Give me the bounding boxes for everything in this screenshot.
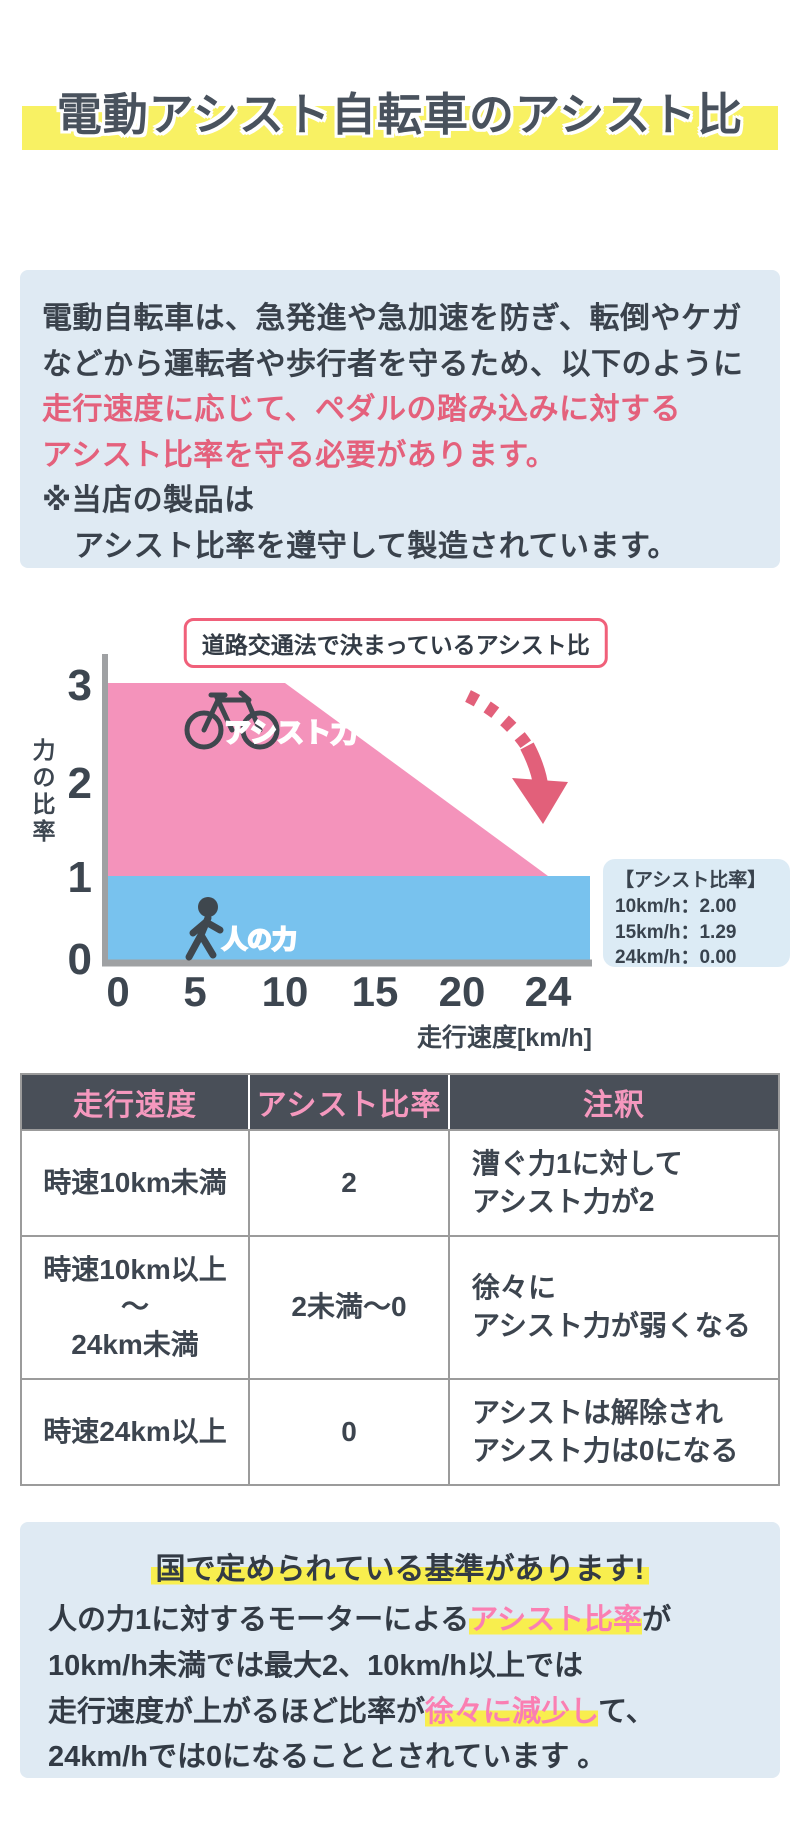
x-tick-5: 5 bbox=[183, 968, 206, 1015]
intro-line-pink: アシスト比率を守る必要があります。 bbox=[42, 438, 557, 472]
y-axis-label: 力 の 比 率 bbox=[33, 737, 56, 844]
chart-canvas: 3 2 1 0 力 の 比 率 0 5 10 15 20 24 走行速度[km/… bbox=[33, 654, 592, 1052]
x-axis-label: 走行速度[km/h] bbox=[417, 1023, 592, 1052]
regulation-line: 人の力1に対するモーターによるアシスト比率が bbox=[48, 1598, 752, 1644]
table-header-note: 注釈 bbox=[450, 1075, 778, 1129]
y-tick-2: 2 bbox=[68, 759, 92, 808]
decrease-arrow-icon bbox=[465, 690, 568, 824]
regulation-line: 10km/h未満では最大2、10km/h以上では bbox=[48, 1649, 584, 1682]
regulation-line: 走行速度が上がるほど比率が徐々に減少して、 bbox=[48, 1690, 752, 1736]
table-cell-note: 漕ぐ力1に対して アシスト力が2 bbox=[450, 1129, 778, 1235]
human-area-label: 人の力 bbox=[222, 926, 297, 954]
assist-ratio-chart: 道路交通法で決まっているアシスト比 3 2 1 0 力 の 比 率 0 5 10… bbox=[0, 606, 800, 1073]
bicycle-icon bbox=[184, 690, 280, 750]
regulation-body: 人の力1に対するモーターによるアシスト比率が 10km/h未満では最大2、10k… bbox=[48, 1598, 752, 1781]
x-tick-15: 15 bbox=[352, 968, 399, 1015]
intro-line: 電動自転車は、急発進や急加速を防ぎ、転倒やケガ bbox=[42, 302, 742, 335]
table-cell-ratio: 0 bbox=[250, 1377, 450, 1484]
text-segment: て、 bbox=[598, 1695, 655, 1728]
infographic-page: { "title": "電動アシスト自転車のアシスト比", "intro_box… bbox=[0, 78, 800, 1828]
x-tick-10: 10 bbox=[262, 968, 309, 1015]
human-force-area bbox=[105, 876, 590, 962]
assist-ratio-legend: 【アシスト比率】 10km/h：2.00 15km/h：1.29 24km/h：… bbox=[603, 859, 790, 968]
regulation-line: 24km/hでは0になることとされています 。 bbox=[48, 1741, 607, 1774]
table-cell-speed: 時速10km以上 〜 24km未満 bbox=[22, 1234, 250, 1378]
svg-text:比: 比 bbox=[33, 791, 56, 817]
assist-area-label: アシスト力 bbox=[224, 718, 358, 748]
table-header-ratio: アシスト比率 bbox=[250, 1075, 450, 1129]
y-tick-0: 0 bbox=[68, 935, 92, 984]
text-segment-highlight: 徐々に減少し bbox=[425, 1695, 599, 1728]
intro-line: ※当店の製品は bbox=[42, 484, 255, 518]
assist-ratio-table: 走行速度 アシスト比率 注釈 時速10km未満 2 漕ぐ力1に対して アシスト力… bbox=[20, 1073, 780, 1486]
regulation-box: 国で定められている基準があります! 人の力1に対するモーターによるアシスト比率が… bbox=[20, 1522, 780, 1778]
text-segment-highlight: アシスト比率 bbox=[469, 1604, 643, 1636]
x-tick-0: 0 bbox=[106, 968, 129, 1015]
intro-line-pink: 走行速度に応じて、ペダルの踏み込みに対する bbox=[42, 393, 681, 427]
table-cell-note: アシストは解除され アシスト力は0になる bbox=[450, 1377, 778, 1484]
regulation-heading: 国で定められている基準があります! bbox=[48, 1544, 752, 1588]
intro-line: アシスト比率を遵守して製造されています。 bbox=[74, 529, 678, 563]
person-icon bbox=[185, 897, 224, 961]
text-segment: が bbox=[642, 1604, 672, 1636]
x-tick-20: 20 bbox=[439, 968, 486, 1015]
intro-box: 電動自転車は、急発進や急加速を防ぎ、転倒やケガ などから運転者や歩行者を守るため… bbox=[20, 270, 780, 568]
page-title: 電動アシスト自転車のアシスト比 bbox=[56, 89, 744, 140]
table-header-speed: 走行速度 bbox=[22, 1075, 250, 1129]
regulation-heading-text: 国で定められている基準があります! bbox=[151, 1553, 649, 1586]
text-segment: 走行速度が上がるほど比率が bbox=[48, 1695, 426, 1728]
svg-text:率: 率 bbox=[33, 818, 56, 844]
x-tick-24: 24 bbox=[525, 968, 572, 1015]
svg-text:力: 力 bbox=[33, 737, 56, 763]
table-cell-speed: 時速24km以上 bbox=[22, 1377, 250, 1484]
assist-force-area bbox=[105, 683, 548, 876]
table-cell-note: 徐々に アシスト力が弱くなる bbox=[450, 1234, 778, 1378]
y-tick-3: 3 bbox=[68, 661, 92, 710]
text-segment: 人の力1に対するモーターによる bbox=[48, 1604, 470, 1636]
chart-title-badge: 道路交通法で決まっているアシスト比 bbox=[183, 618, 608, 668]
table-cell-ratio: 2未満〜0 bbox=[250, 1234, 450, 1378]
svg-text:の: の bbox=[33, 764, 56, 790]
title-yellow-highlight bbox=[22, 106, 778, 150]
intro-line: などから運転者や歩行者を守るため、以下のように bbox=[42, 347, 744, 381]
table-cell-ratio: 2 bbox=[250, 1129, 450, 1235]
table-cell-speed: 時速10km未満 bbox=[22, 1129, 250, 1235]
title-block: 電動アシスト自転車のアシスト比 bbox=[22, 78, 778, 150]
y-tick-1: 1 bbox=[68, 853, 92, 902]
